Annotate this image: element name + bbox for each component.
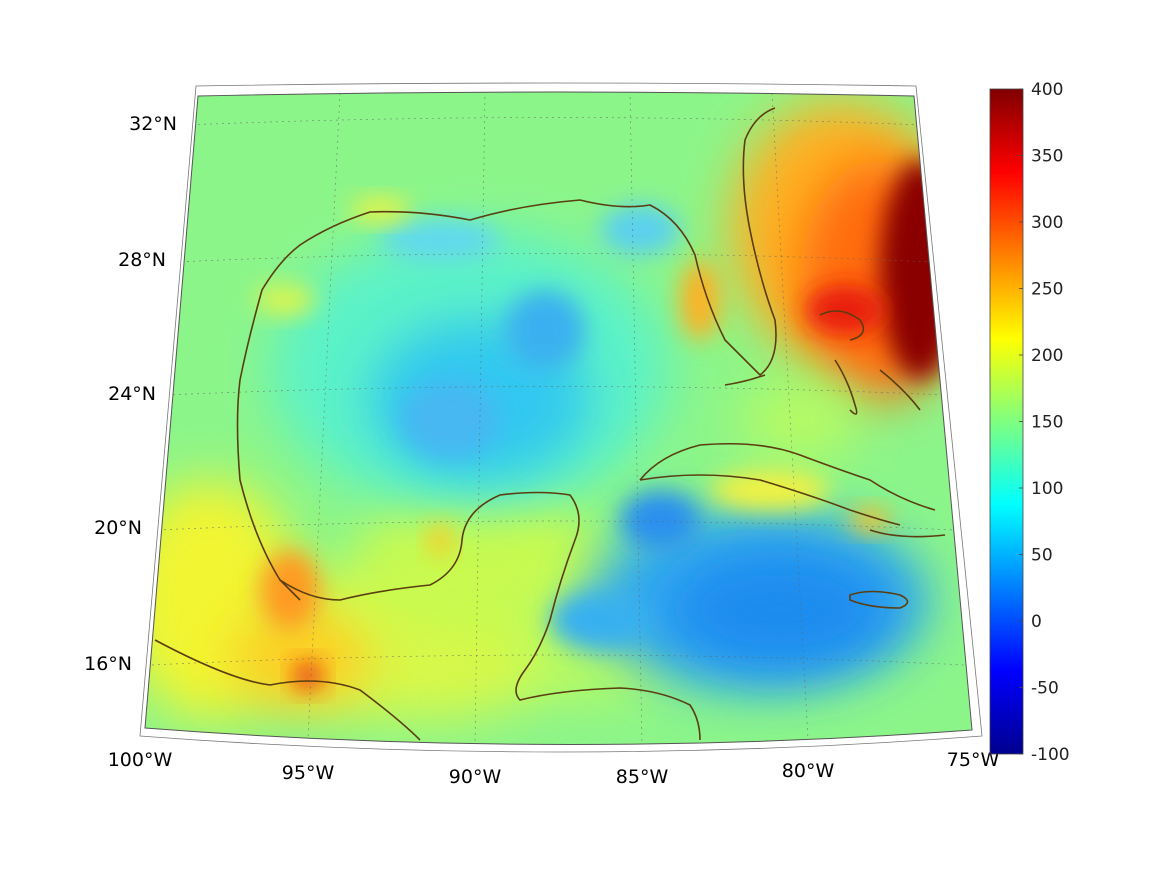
colorbar-tick-label: 100 bbox=[1031, 479, 1063, 499]
colorbar-tick-label: -100 bbox=[1031, 745, 1070, 765]
colorbar-tick-label: 150 bbox=[1031, 413, 1063, 433]
lon-label: 100°W bbox=[108, 749, 173, 771]
jamaica bbox=[849, 590, 909, 609]
lon-label: 95°W bbox=[282, 762, 335, 784]
bahamas-2 bbox=[834, 359, 858, 415]
cuba-south bbox=[639, 474, 901, 526]
lon-label: 75°W bbox=[947, 749, 1000, 771]
lon-label: 80°W bbox=[782, 760, 835, 782]
lat-label: 32°N bbox=[129, 113, 177, 135]
colorbar-tick-label: 200 bbox=[1031, 346, 1063, 366]
coastlines bbox=[154, 107, 946, 741]
lon-label: 85°W bbox=[616, 766, 669, 788]
florida-keys bbox=[724, 374, 766, 386]
colorbar-tick-label: 400 bbox=[1031, 80, 1063, 100]
lon-label: 90°W bbox=[449, 766, 502, 788]
mexico-coast bbox=[279, 491, 701, 741]
hispaniola bbox=[869, 529, 946, 538]
colorbar-gradient bbox=[989, 88, 1024, 755]
map-frame bbox=[144, 91, 973, 746]
lat-label: 28°N bbox=[118, 249, 166, 271]
colorbar: 400 350 300 250 200 150 100 50 0 -50 -100 bbox=[989, 80, 1070, 765]
map-frame-outer bbox=[139, 82, 983, 753]
colorbar-tick-label: 50 bbox=[1031, 546, 1053, 566]
colorbar-tick-label: 300 bbox=[1031, 213, 1063, 233]
bahamas-3 bbox=[879, 369, 921, 411]
colorbar-tick-label: 350 bbox=[1031, 147, 1063, 167]
lat-label: 16°N bbox=[84, 653, 132, 675]
colorbar-tick-label: 250 bbox=[1031, 280, 1063, 300]
cuba bbox=[639, 442, 936, 511]
latitude-labels: 32°N 28°N 24°N 20°N 16°N bbox=[84, 113, 177, 675]
bahamas-1 bbox=[819, 310, 865, 341]
colorbar-tick-label: 0 bbox=[1031, 612, 1042, 632]
longitude-labels: 100°W 95°W 90°W 85°W 80°W 75°W bbox=[108, 749, 1000, 788]
graticule bbox=[145, 92, 972, 745]
lat-label: 24°N bbox=[108, 383, 156, 405]
lat-label: 20°N bbox=[94, 517, 142, 539]
colorbar-ticks: 400 350 300 250 200 150 100 50 0 -50 -100 bbox=[1019, 80, 1070, 765]
data-field bbox=[145, 92, 972, 745]
gulf-coast bbox=[154, 107, 777, 741]
colorbar-tick-label: -50 bbox=[1031, 679, 1059, 699]
